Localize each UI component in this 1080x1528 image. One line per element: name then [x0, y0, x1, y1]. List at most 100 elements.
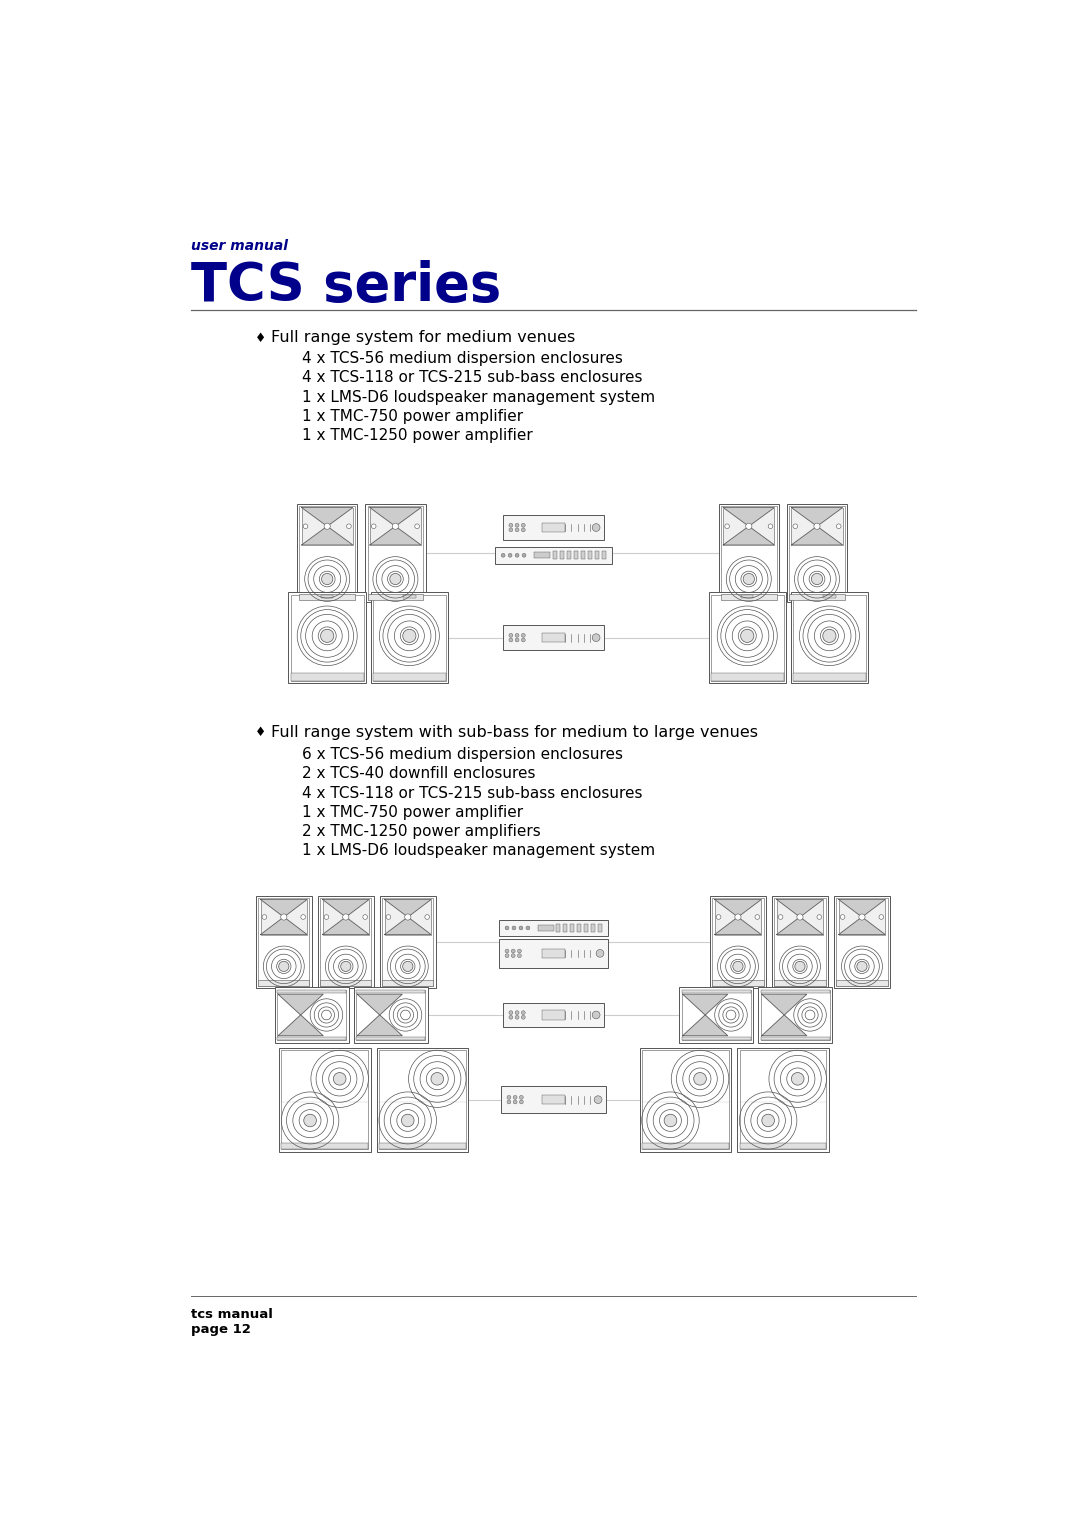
Bar: [710, 895, 766, 989]
Bar: [575, 552, 578, 559]
Circle shape: [526, 926, 530, 931]
Circle shape: [303, 524, 308, 529]
Bar: [382, 898, 433, 986]
Bar: [499, 938, 608, 969]
Polygon shape: [369, 507, 421, 526]
Bar: [258, 979, 309, 986]
Bar: [711, 594, 784, 681]
Circle shape: [509, 523, 513, 527]
Bar: [379, 1050, 465, 1149]
Text: 1 x LMS-D6 loudspeaker management system: 1 x LMS-D6 loudspeaker management system: [301, 843, 654, 859]
Circle shape: [522, 639, 525, 642]
Bar: [542, 1010, 565, 1019]
Text: user manual: user manual: [191, 238, 287, 252]
Bar: [535, 552, 550, 558]
Text: page 12: page 12: [191, 1323, 251, 1335]
Circle shape: [387, 915, 391, 920]
Text: 4 x TCS-118 or TCS-215 sub-bass enclosures: 4 x TCS-118 or TCS-215 sub-bass enclosur…: [301, 785, 643, 801]
Bar: [279, 1048, 370, 1152]
Bar: [839, 900, 886, 935]
Text: 4 x TCS-118 or TCS-215 sub-bass enclosures: 4 x TCS-118 or TCS-215 sub-bass enclosur…: [301, 370, 643, 385]
Bar: [321, 594, 334, 597]
Bar: [713, 979, 764, 986]
Circle shape: [347, 524, 351, 529]
Circle shape: [340, 961, 351, 972]
Text: Full range system with sub-bass for medium to large venues: Full range system with sub-bass for medi…: [271, 724, 758, 740]
Circle shape: [507, 1096, 511, 1099]
Polygon shape: [279, 1015, 323, 1036]
Bar: [321, 979, 372, 986]
Bar: [384, 900, 431, 935]
Circle shape: [390, 573, 401, 585]
Bar: [299, 506, 355, 601]
Bar: [542, 523, 565, 532]
Circle shape: [522, 553, 526, 558]
Circle shape: [415, 524, 419, 529]
Circle shape: [664, 1114, 677, 1126]
Bar: [584, 924, 588, 932]
Circle shape: [755, 915, 759, 920]
Bar: [724, 507, 774, 545]
Bar: [275, 987, 349, 1042]
Polygon shape: [792, 507, 842, 526]
Circle shape: [743, 573, 755, 585]
Circle shape: [403, 961, 413, 972]
Polygon shape: [715, 900, 761, 917]
Bar: [713, 898, 764, 986]
Bar: [291, 672, 364, 681]
Bar: [602, 552, 606, 559]
Circle shape: [515, 639, 519, 642]
Bar: [282, 1143, 368, 1149]
Circle shape: [505, 926, 509, 931]
Polygon shape: [357, 1015, 402, 1036]
Circle shape: [594, 1096, 602, 1103]
Bar: [774, 979, 825, 986]
Polygon shape: [260, 900, 307, 917]
Bar: [823, 594, 836, 597]
Bar: [297, 504, 357, 602]
Bar: [278, 990, 347, 1041]
Bar: [499, 920, 608, 935]
Bar: [679, 987, 753, 1042]
Bar: [503, 1002, 604, 1027]
Bar: [793, 594, 866, 681]
Circle shape: [797, 914, 804, 920]
Bar: [772, 895, 828, 989]
Polygon shape: [301, 507, 353, 526]
Bar: [501, 1086, 606, 1112]
Circle shape: [517, 949, 522, 953]
Bar: [681, 990, 751, 1041]
Text: 6 x TCS-56 medium dispersion enclosures: 6 x TCS-56 medium dispersion enclosures: [301, 747, 623, 762]
Circle shape: [596, 949, 604, 957]
Bar: [577, 924, 581, 932]
Circle shape: [811, 573, 823, 585]
Circle shape: [519, 926, 523, 931]
Bar: [291, 594, 364, 681]
Polygon shape: [683, 995, 728, 1015]
Polygon shape: [384, 900, 431, 917]
Polygon shape: [724, 526, 774, 545]
Bar: [711, 672, 784, 681]
Circle shape: [512, 926, 516, 931]
Bar: [786, 504, 847, 602]
Bar: [403, 594, 416, 597]
Bar: [367, 594, 423, 601]
Circle shape: [823, 630, 836, 642]
Circle shape: [515, 1010, 519, 1015]
Circle shape: [816, 915, 822, 920]
Circle shape: [509, 634, 513, 637]
Circle shape: [392, 523, 399, 529]
Circle shape: [509, 553, 512, 558]
Circle shape: [505, 949, 509, 953]
Circle shape: [515, 553, 519, 558]
Circle shape: [515, 634, 519, 637]
Circle shape: [519, 1100, 524, 1103]
Bar: [278, 990, 347, 993]
Bar: [258, 898, 309, 986]
Text: TCS series: TCS series: [191, 260, 501, 312]
Polygon shape: [777, 900, 823, 917]
Bar: [503, 515, 604, 539]
Bar: [301, 507, 353, 545]
Bar: [740, 1143, 826, 1149]
Bar: [373, 672, 446, 681]
